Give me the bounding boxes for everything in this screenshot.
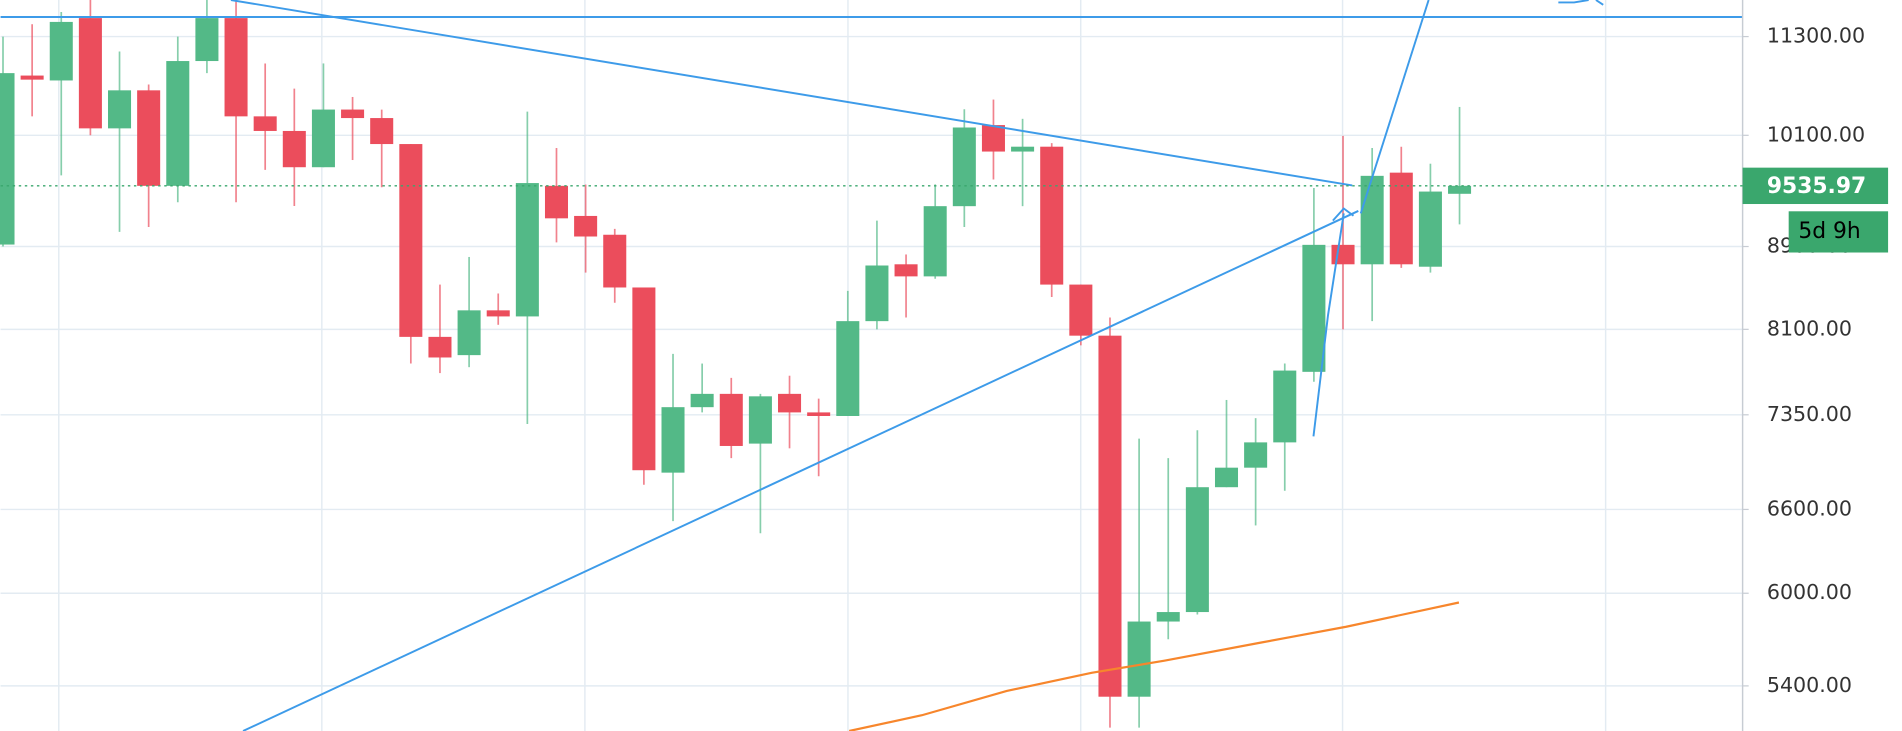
candle-body	[1273, 370, 1297, 443]
y-tick-label: 6600.00	[1767, 496, 1852, 520]
candle-body	[1214, 467, 1239, 488]
candle-body	[137, 90, 161, 186]
arrow-head	[1332, 207, 1355, 222]
candle-body	[836, 321, 860, 416]
candle-body	[1127, 621, 1151, 697]
candle-body	[981, 125, 1005, 152]
price-grid	[0, 35, 1743, 687]
candle-body	[78, 18, 102, 129]
candle-body	[1069, 284, 1093, 336]
projection-line	[1558, 0, 1589, 4]
candle-body	[1389, 172, 1413, 265]
candle-body	[719, 393, 743, 446]
candle-body	[807, 412, 831, 416]
candle-body	[865, 265, 889, 322]
candle-body	[1098, 335, 1122, 697]
candle-body	[574, 215, 598, 237]
trend-line	[230, 0, 1353, 187]
candle-body	[428, 336, 452, 358]
candle-body	[108, 90, 132, 129]
candle-body	[1156, 612, 1180, 622]
candle-body	[952, 127, 976, 207]
candle-body	[1302, 244, 1326, 372]
candle-body	[603, 234, 627, 288]
candle-body	[253, 116, 277, 131]
projection-arrow	[1312, 213, 1345, 437]
candle-body	[1448, 185, 1472, 194]
countdown-box	[1788, 211, 1889, 253]
y-tick-label: 6000.00	[1767, 580, 1852, 604]
projection-line	[1595, 0, 1604, 6]
candle-body	[661, 407, 685, 473]
candle-body	[282, 130, 306, 168]
y-tick-label: 7350.00	[1767, 402, 1852, 426]
candle-body	[341, 109, 365, 119]
trend-line	[242, 210, 1359, 731]
y-tick-label: 10100.00	[1767, 122, 1865, 146]
candle-body	[1011, 146, 1035, 152]
candle-body	[515, 183, 539, 317]
y-tick-label: 11300.00	[1767, 24, 1865, 48]
candle-body	[224, 18, 248, 117]
candle-body	[0, 73, 15, 245]
candle-body	[166, 61, 190, 186]
candle-body	[486, 310, 510, 317]
candle-body	[1040, 146, 1064, 285]
candle-body	[20, 75, 44, 80]
candle-body	[690, 393, 714, 408]
candle-body	[544, 185, 569, 219]
y-tick-label: 8100.00	[1767, 316, 1852, 340]
candle-body	[1185, 487, 1209, 613]
candle-body	[1244, 442, 1268, 468]
candle-body	[311, 109, 335, 168]
candle-body	[370, 118, 394, 145]
drawings	[0, 0, 1743, 731]
current-price-box	[1742, 167, 1889, 205]
moving-average	[848, 601, 1460, 731]
candle-body	[748, 396, 772, 444]
candle-body	[923, 206, 947, 277]
current-price-label: 9535.97	[1767, 174, 1866, 199]
candles	[0, 0, 1472, 728]
countdown-label: 5d 9h	[1798, 219, 1860, 244]
projection-line	[1359, 0, 1430, 214]
candle-body	[195, 18, 219, 62]
candle-body	[632, 287, 656, 471]
candle-body	[457, 310, 481, 356]
candle-body	[1360, 175, 1384, 265]
price-overlay: 9535.97 5d 9h	[0, 167, 1889, 253]
candle-body	[894, 264, 918, 277]
y-tick-label: 5400.00	[1767, 673, 1852, 697]
candle-body	[778, 393, 802, 413]
candle-body	[1418, 191, 1442, 267]
candle-body	[1331, 244, 1355, 265]
candle-body	[49, 21, 73, 81]
price-axis	[1742, 0, 1902, 731]
candle-body	[399, 144, 423, 337]
